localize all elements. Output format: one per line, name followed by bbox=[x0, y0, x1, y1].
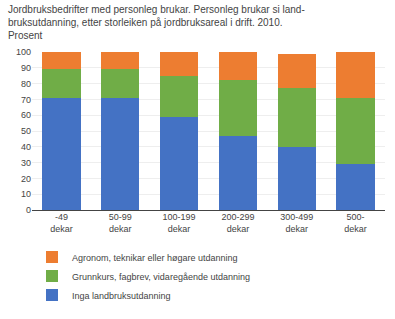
svg-text:-49dekar: -49dekar bbox=[50, 212, 73, 234]
svg-text:Grunnkurs, fagbrev, vidaregåen: Grunnkurs, fagbrev, vidaregående utdanni… bbox=[72, 272, 250, 282]
svg-text:20: 20 bbox=[21, 174, 31, 184]
svg-text:30: 30 bbox=[21, 158, 31, 168]
svg-text:Agronom, teknikar eller høgare: Agronom, teknikar eller høgare utdanning bbox=[72, 253, 238, 263]
svg-text:Inga landbruksutdanning: Inga landbruksutdanning bbox=[72, 291, 171, 301]
svg-text:300-499dekar: 300-499dekar bbox=[280, 212, 313, 234]
svg-text:50-99dekar: 50-99dekar bbox=[109, 212, 132, 234]
svg-text:0: 0 bbox=[26, 205, 31, 215]
svg-text:100-199dekar: 100-199dekar bbox=[163, 212, 196, 234]
svg-text:90: 90 bbox=[21, 63, 31, 73]
svg-text:200-299dekar: 200-299dekar bbox=[221, 212, 254, 234]
svg-text:10: 10 bbox=[21, 189, 31, 199]
svg-text:70: 70 bbox=[21, 95, 31, 105]
svg-text:40: 40 bbox=[21, 142, 31, 152]
svg-text:100: 100 bbox=[16, 47, 31, 57]
svg-text:500-dekar: 500-dekar bbox=[344, 212, 367, 234]
svg-text:50: 50 bbox=[21, 126, 31, 136]
svg-text:80: 80 bbox=[21, 79, 31, 89]
svg-text:Jordbruksbedrifter med personl: Jordbruksbedrifter med personleg brukar.… bbox=[8, 4, 305, 41]
svg-text:60: 60 bbox=[21, 110, 31, 120]
